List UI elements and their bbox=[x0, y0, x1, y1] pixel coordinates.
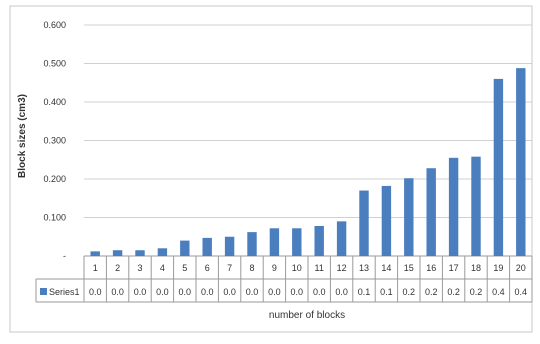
x-tick-label: 16 bbox=[426, 263, 436, 273]
data-table-value: 0.0 bbox=[156, 287, 169, 297]
bar bbox=[381, 185, 392, 256]
bar bbox=[314, 225, 324, 256]
data-table-value: 0.2 bbox=[403, 287, 416, 297]
data-table-value: 0.0 bbox=[223, 287, 236, 297]
data-table-value: 0.2 bbox=[447, 287, 460, 297]
data-table-value: 0.0 bbox=[335, 287, 348, 297]
x-tick-label: 19 bbox=[493, 263, 503, 273]
bar bbox=[90, 251, 100, 256]
bar bbox=[336, 221, 347, 256]
y-tick-label: 0.200 bbox=[43, 174, 66, 184]
bar bbox=[404, 178, 414, 256]
y-tick-label: - bbox=[63, 251, 66, 261]
data-table-value: 0.1 bbox=[358, 287, 371, 297]
bar bbox=[202, 237, 212, 256]
data-table-value: 0.1 bbox=[380, 287, 393, 297]
bar bbox=[269, 228, 280, 256]
x-tick-label: 15 bbox=[404, 263, 414, 273]
bar bbox=[180, 240, 190, 256]
bar bbox=[471, 156, 481, 256]
x-tick-label: 17 bbox=[449, 263, 459, 273]
bar bbox=[292, 228, 302, 256]
x-tick-label: 8 bbox=[249, 263, 254, 273]
bar bbox=[448, 157, 459, 256]
data-table-value: 0.0 bbox=[246, 287, 259, 297]
x-tick-label: 11 bbox=[315, 263, 324, 273]
x-tick-label: 1 bbox=[93, 263, 98, 273]
x-tick-label: 2 bbox=[115, 263, 120, 273]
bar bbox=[157, 248, 168, 256]
bar bbox=[359, 190, 369, 256]
x-tick-label: 20 bbox=[516, 263, 526, 273]
legend-series-name: Series1 bbox=[49, 287, 80, 297]
x-tick-label: 13 bbox=[359, 263, 369, 273]
data-table-value: 0.0 bbox=[291, 287, 304, 297]
data-table-value: 0.0 bbox=[134, 287, 147, 297]
y-axis-ticks: - 0.100 0.200 0.300 0.400 0.500 0.600 bbox=[43, 20, 66, 261]
x-tick-label: 9 bbox=[272, 263, 277, 273]
data-table-value: 0.4 bbox=[492, 287, 505, 297]
x-tick-label: 7 bbox=[227, 263, 232, 273]
x-tick-label: 4 bbox=[160, 263, 165, 273]
x-tick-label: 6 bbox=[205, 263, 210, 273]
data-table-value: 0.0 bbox=[111, 287, 124, 297]
y-tick-label: 0.500 bbox=[43, 59, 66, 69]
x-tick-label: 3 bbox=[137, 263, 142, 273]
data-table-value: 0.2 bbox=[425, 287, 438, 297]
data-table-value: 0.0 bbox=[201, 287, 214, 297]
bar bbox=[112, 250, 123, 256]
y-tick-label: 0.600 bbox=[43, 20, 66, 30]
data-table-value: 0.0 bbox=[313, 287, 326, 297]
x-tick-label: 18 bbox=[471, 263, 481, 273]
y-tick-label: 0.100 bbox=[43, 213, 66, 223]
data-table-value: 0.0 bbox=[268, 287, 281, 297]
data-table-value: 0.0 bbox=[89, 287, 102, 297]
bars bbox=[90, 68, 526, 257]
x-axis-label: number of blocks bbox=[269, 310, 345, 321]
chart-frame bbox=[9, 5, 533, 333]
x-tick-label: 5 bbox=[182, 263, 187, 273]
bar bbox=[426, 168, 436, 256]
y-axis-label: Block sizes (cm3) bbox=[17, 94, 28, 178]
data-table-value: 0.2 bbox=[470, 287, 483, 297]
data-table-value: 0.4 bbox=[515, 287, 528, 297]
legend-swatch bbox=[40, 288, 47, 295]
bar bbox=[135, 250, 145, 256]
data-table-value: 0.0 bbox=[179, 287, 192, 297]
bar bbox=[224, 236, 235, 256]
bar bbox=[516, 68, 526, 257]
x-tick-label: 10 bbox=[292, 263, 302, 273]
x-tick-label: 12 bbox=[337, 263, 347, 273]
bar bbox=[493, 78, 504, 257]
x-tick-label: 14 bbox=[381, 263, 391, 273]
y-tick-label: 0.300 bbox=[43, 136, 66, 146]
bar bbox=[247, 232, 257, 256]
y-tick-label: 0.400 bbox=[43, 97, 66, 107]
